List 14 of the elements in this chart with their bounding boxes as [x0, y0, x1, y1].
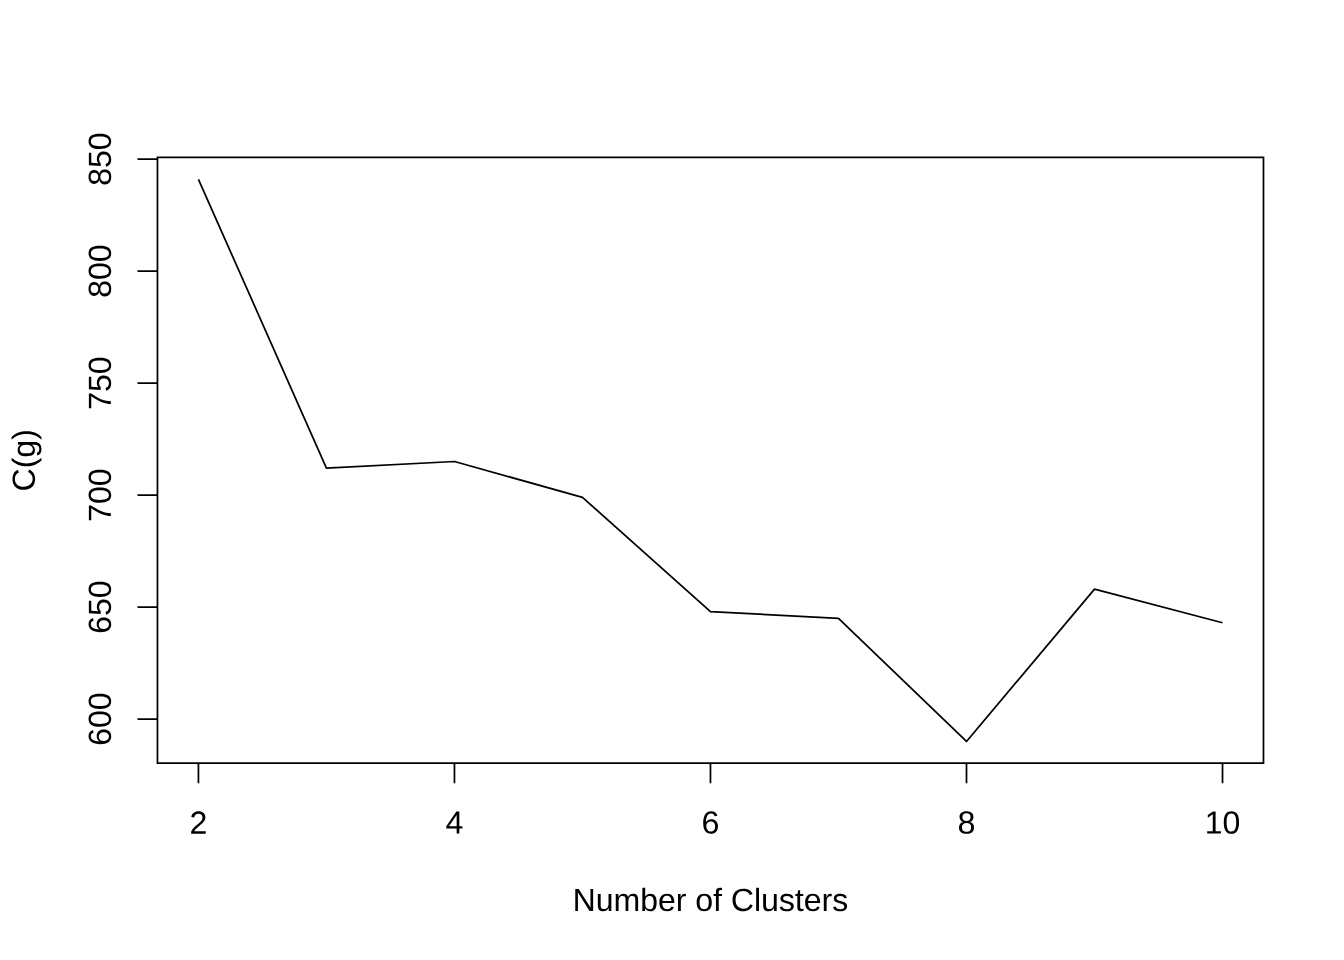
line-series — [197, 178, 1224, 743]
x-tick-label: 10 — [1207, 811, 1240, 834]
y-tick-label: 650 — [88, 581, 112, 633]
y-tick-label: 850 — [88, 133, 112, 185]
y-axis-title: C(g) — [11, 431, 42, 490]
x-tick-label: 6 — [703, 811, 718, 834]
x-tick-label: 2 — [191, 811, 206, 834]
x-tick-label: 4 — [446, 811, 463, 834]
y-tick-label: 700 — [88, 469, 112, 521]
y-tick-label: 800 — [88, 245, 112, 297]
y-tick-label: 600 — [88, 693, 112, 745]
y-tick-label: 750 — [88, 357, 112, 409]
x-tick-label: 8 — [958, 811, 974, 834]
x-axis-title: Number of Clusters — [575, 887, 848, 912]
